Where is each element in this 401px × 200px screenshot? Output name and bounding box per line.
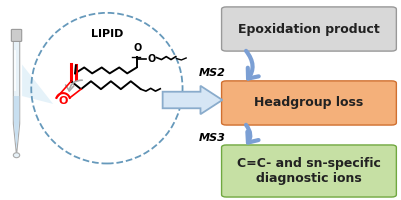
Polygon shape xyxy=(14,96,19,149)
Text: Epoxidation product: Epoxidation product xyxy=(237,22,379,36)
Polygon shape xyxy=(13,41,20,155)
FancyBboxPatch shape xyxy=(11,29,22,41)
Text: C=C- and sn-specific
diagnostic ions: C=C- and sn-specific diagnostic ions xyxy=(237,157,380,185)
FancyArrowPatch shape xyxy=(245,51,258,79)
Text: O: O xyxy=(148,54,156,64)
Ellipse shape xyxy=(13,153,20,158)
Polygon shape xyxy=(162,86,222,114)
Text: MS2: MS2 xyxy=(198,68,225,78)
FancyArrowPatch shape xyxy=(245,125,258,143)
Text: LIPID: LIPID xyxy=(91,29,123,39)
Text: O: O xyxy=(133,43,141,53)
FancyArrowPatch shape xyxy=(65,80,82,91)
Text: MS3: MS3 xyxy=(198,133,225,143)
FancyBboxPatch shape xyxy=(221,145,395,197)
FancyBboxPatch shape xyxy=(221,81,395,125)
Text: O: O xyxy=(58,96,68,106)
FancyBboxPatch shape xyxy=(221,7,395,51)
Polygon shape xyxy=(22,64,53,104)
Text: Headgroup loss: Headgroup loss xyxy=(254,96,363,109)
